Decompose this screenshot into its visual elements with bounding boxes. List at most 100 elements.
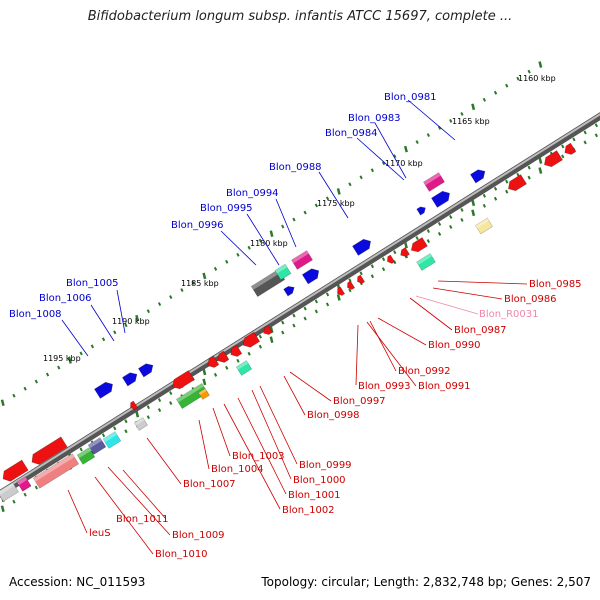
- kbp-label-1160: 1160 kbp: [518, 74, 556, 83]
- tick-row-upper: [157, 302, 162, 307]
- gene-label-blon-0986[interactable]: Blon_0986: [504, 294, 557, 305]
- tick-row-lower: [236, 358, 240, 363]
- leader-line-30: [67, 489, 88, 534]
- gene-teal-0998-highlight: [236, 360, 249, 370]
- gene-yellow-r0031-highlight: [475, 218, 490, 229]
- gene-label-blon-0995[interactable]: Blon_0995: [200, 203, 253, 214]
- tick-row-middle: [437, 222, 442, 226]
- gene-label-blon-0987[interactable]: Blon_0987: [454, 325, 507, 336]
- gene-label-blon-1006[interactable]: Blon_1006: [39, 293, 92, 304]
- gene-magenta-0988: [291, 250, 313, 270]
- tick-row-middle: [202, 368, 207, 376]
- tick-row-upper: [180, 288, 184, 292]
- gene-label-blon-0991[interactable]: Blon_0991: [418, 381, 471, 392]
- gene-label-blon-0996[interactable]: Blon_0996: [171, 220, 224, 231]
- tick-row-lower: [471, 209, 476, 217]
- tick-row-lower: [336, 294, 341, 301]
- leader-line-24: [212, 407, 231, 457]
- gene-label-blon-0988[interactable]: Blon_0988: [269, 162, 322, 173]
- gene-label-blon-0994[interactable]: Blon_0994: [226, 188, 279, 199]
- leader-line-16: [355, 324, 359, 386]
- gene-label-blon-0999[interactable]: Blon_0999: [299, 460, 352, 471]
- gene-label-leus[interactable]: leuS: [89, 528, 111, 539]
- leader-line-19: [283, 375, 306, 416]
- gene-reverse-13-shape: [207, 355, 220, 368]
- gene-reverse-16-shape: [2, 459, 29, 482]
- tick-row-lower: [348, 288, 352, 293]
- chromosome-backbone: [0, 112, 600, 498]
- gene-label-blon-1009[interactable]: Blon_1009: [172, 530, 225, 541]
- gene-reverse-5-shape: [387, 254, 396, 264]
- gene-label-blon-0990[interactable]: Blon_0990: [428, 340, 481, 351]
- tick-row-lower: [213, 372, 218, 377]
- gene-label-blon-0981[interactable]: Blon_0981: [384, 92, 437, 103]
- tick-row-upper: [516, 76, 520, 81]
- leader-line-14: [377, 317, 427, 346]
- tick-row-upper: [482, 97, 486, 102]
- gene-reverse-3: [410, 237, 428, 253]
- gene-label-blon-0993[interactable]: Blon_0993: [358, 381, 411, 392]
- gene-label-blon-0992[interactable]: Blon_0992: [398, 366, 451, 377]
- kbp-label-1170: 1170 kbp: [385, 159, 423, 168]
- tick-row-middle: [516, 172, 520, 177]
- gene-label-blon-1010[interactable]: Blon_1010: [155, 549, 208, 560]
- gene-label-blon-1003[interactable]: Blon_1003: [232, 451, 285, 462]
- tick-row-lower: [146, 415, 150, 420]
- tick-row-lower: [90, 450, 94, 455]
- tick-row-upper: [236, 252, 240, 257]
- gene-teal-0985: [416, 253, 436, 271]
- gene-label-blon-1002[interactable]: Blon_1002: [282, 505, 335, 516]
- gene-forward-3-shape: [352, 238, 371, 256]
- gene-reverse-12: [217, 350, 230, 363]
- gene-teal-0985-shape: [416, 253, 436, 271]
- tick-row-lower: [482, 203, 486, 208]
- gene-label-blon-1005[interactable]: Blon_1005: [66, 278, 119, 289]
- tick-row-middle: [594, 123, 598, 128]
- gene-reverse-8: [337, 286, 346, 296]
- gene-reverse-8-shape: [337, 286, 346, 296]
- tick-row-upper: [225, 259, 229, 264]
- tick-row-upper: [281, 224, 285, 229]
- gene-forward-2-shape: [416, 206, 426, 216]
- tick-row-middle: [146, 405, 150, 410]
- gene-label-blon-0984[interactable]: Blon_0984: [325, 128, 378, 139]
- gene-label-blon-r0031[interactable]: Blon_R0031: [479, 309, 539, 320]
- tick-row-upper: [460, 111, 464, 116]
- gene-label-blon-1008[interactable]: Blon_1008: [9, 309, 62, 320]
- gene-teal-0998: [235, 360, 253, 376]
- tick-row-upper: [493, 90, 498, 95]
- tick-row-middle: [527, 165, 531, 170]
- tick-row-upper: [359, 175, 363, 180]
- gene-forward-0-shape: [470, 169, 486, 184]
- gene-teal-0998-shape: [235, 360, 253, 376]
- gene-label-blon-1011[interactable]: Blon_1011: [116, 514, 169, 525]
- gene-label-blon-0998[interactable]: Blon_0998: [307, 410, 360, 421]
- gene-label-blon-0983[interactable]: Blon_0983: [348, 113, 401, 124]
- gene-label-blon-1007[interactable]: Blon_1007: [183, 479, 236, 490]
- tick-row-middle: [157, 398, 162, 403]
- leader-line-28: [107, 466, 171, 536]
- tick-row-middle: [101, 433, 106, 438]
- tick-row-upper: [135, 314, 140, 322]
- tick-row-lower: [583, 140, 587, 145]
- gene-label-blon-1000[interactable]: Blon_1000: [293, 475, 346, 486]
- gene-forward-5-shape: [283, 286, 295, 297]
- gene-forward-0: [470, 169, 486, 184]
- gene-pink-leus-highlight: [33, 453, 75, 482]
- gene-label-blon-1001[interactable]: Blon_1001: [288, 490, 341, 501]
- gene-label-blon-0997[interactable]: Blon_0997: [333, 396, 386, 407]
- kbp-label-1185: 1185 kbp: [181, 279, 219, 288]
- gene-label-blon-1004[interactable]: Blon_1004: [211, 464, 264, 475]
- gene-forward-6: [94, 381, 113, 399]
- gene-label-blon-0985[interactable]: Blon_0985: [529, 279, 582, 290]
- tick-row-lower: [303, 316, 307, 321]
- leader-line-15: [369, 320, 397, 372]
- gene-orange-1003-highlight: [198, 388, 207, 395]
- tick-row-middle: [403, 241, 408, 249]
- leader-line-27: [122, 469, 167, 520]
- gene-forward-2: [416, 206, 426, 216]
- tick-row-upper: [292, 217, 296, 222]
- gene-reverse-6: [357, 274, 366, 284]
- gene-magenta-0981-shape: [423, 172, 445, 192]
- tick-row-middle: [124, 419, 128, 424]
